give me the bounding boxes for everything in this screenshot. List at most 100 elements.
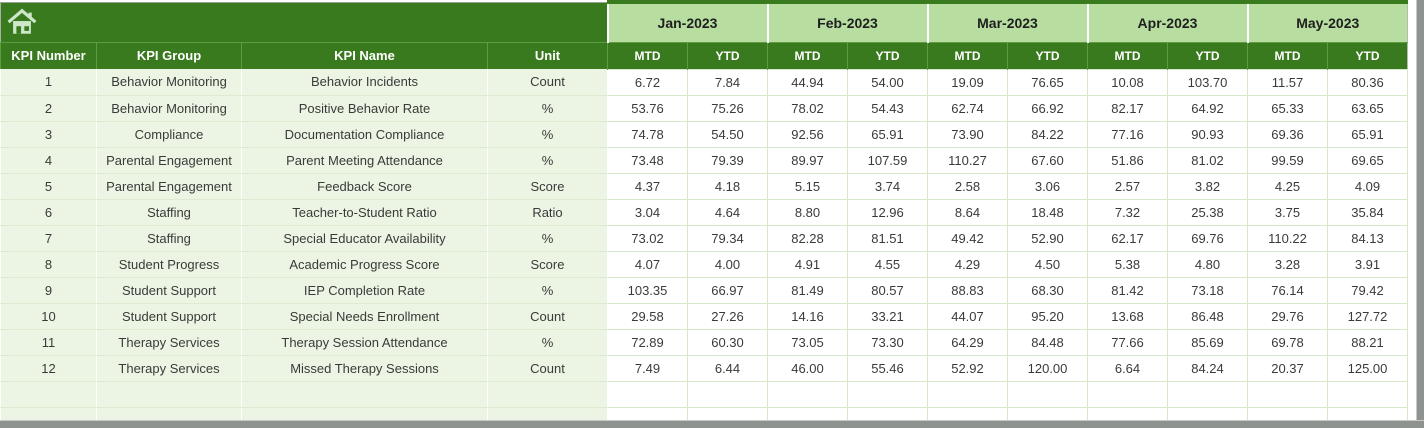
- value-cell-mar-2023-ytd[interactable]: 67.60: [1007, 146, 1088, 174]
- value-cell-feb-2023-ytd[interactable]: 55.46: [847, 354, 928, 382]
- value-cell-jan-2023-ytd[interactable]: 66.97: [687, 276, 768, 304]
- value-cell-apr-2023-mtd[interactable]: 51.86: [1087, 146, 1168, 174]
- value-cell-mar-2023-ytd[interactable]: 76.65: [1007, 68, 1088, 96]
- column-header-unit[interactable]: Unit: [487, 41, 608, 69]
- kpi-name-cell[interactable]: Missed Therapy Sessions: [241, 355, 488, 382]
- value-cell-mar-2023-ytd[interactable]: 52.90: [1007, 224, 1088, 252]
- value-cell-jan-2023-mtd[interactable]: 74.78: [607, 120, 688, 148]
- kpi-name-cell[interactable]: Special Educator Availability: [241, 225, 488, 252]
- period-header-feb-2023-mtd[interactable]: MTD: [767, 41, 848, 69]
- empty-label-cell[interactable]: [241, 381, 488, 408]
- value-cell-mar-2023-mtd[interactable]: 64.29: [927, 328, 1008, 356]
- value-cell-apr-2023-mtd[interactable]: 13.68: [1087, 302, 1168, 330]
- kpi-group-cell[interactable]: Behavior Monitoring: [96, 69, 242, 96]
- value-cell-jan-2023-mtd[interactable]: 29.58: [607, 302, 688, 330]
- kpi-number-cell[interactable]: 9: [0, 277, 97, 304]
- value-cell-feb-2023-mtd[interactable]: 44.94: [767, 68, 848, 96]
- value-cell-apr-2023-mtd[interactable]: 62.17: [1087, 224, 1168, 252]
- value-cell-may-2023-ytd[interactable]: 127.72: [1327, 302, 1408, 330]
- month-header-jan-2023[interactable]: Jan-2023: [606, 0, 768, 42]
- value-cell-feb-2023-mtd[interactable]: 81.49: [767, 276, 848, 304]
- value-cell-feb-2023-mtd[interactable]: 5.15: [767, 172, 848, 200]
- kpi-unit-cell[interactable]: %: [487, 329, 608, 356]
- value-cell-may-2023-mtd[interactable]: 11.57: [1247, 68, 1328, 96]
- value-cell-jan-2023-ytd[interactable]: 7.84: [687, 68, 768, 96]
- value-cell-mar-2023-mtd[interactable]: 110.27: [927, 146, 1008, 174]
- empty-value-cell[interactable]: [1167, 380, 1248, 408]
- value-cell-may-2023-mtd[interactable]: 110.22: [1247, 224, 1328, 252]
- value-cell-mar-2023-mtd[interactable]: 19.09: [927, 68, 1008, 96]
- period-header-apr-2023-mtd[interactable]: MTD: [1087, 41, 1168, 69]
- value-cell-mar-2023-ytd[interactable]: 66.92: [1007, 94, 1088, 122]
- value-cell-mar-2023-ytd[interactable]: 95.20: [1007, 302, 1088, 330]
- value-cell-jan-2023-mtd[interactable]: 103.35: [607, 276, 688, 304]
- value-cell-may-2023-ytd[interactable]: 84.13: [1327, 224, 1408, 252]
- value-cell-may-2023-ytd[interactable]: 79.42: [1327, 276, 1408, 304]
- value-cell-jan-2023-ytd[interactable]: 79.39: [687, 146, 768, 174]
- kpi-group-cell[interactable]: Therapy Services: [96, 355, 242, 382]
- value-cell-jan-2023-ytd[interactable]: 6.44: [687, 354, 768, 382]
- value-cell-jan-2023-ytd[interactable]: 4.00: [687, 250, 768, 278]
- value-cell-jan-2023-ytd[interactable]: 4.64: [687, 198, 768, 226]
- value-cell-apr-2023-ytd[interactable]: 25.38: [1167, 198, 1248, 226]
- value-cell-feb-2023-mtd[interactable]: 46.00: [767, 354, 848, 382]
- value-cell-jan-2023-ytd[interactable]: 4.18: [687, 172, 768, 200]
- kpi-name-cell[interactable]: Therapy Session Attendance: [241, 329, 488, 356]
- kpi-unit-cell[interactable]: %: [487, 277, 608, 304]
- value-cell-feb-2023-ytd[interactable]: 107.59: [847, 146, 928, 174]
- value-cell-jan-2023-ytd[interactable]: 27.26: [687, 302, 768, 330]
- kpi-number-cell[interactable]: 1: [0, 69, 97, 96]
- value-cell-jan-2023-ytd[interactable]: 79.34: [687, 224, 768, 252]
- value-cell-may-2023-ytd[interactable]: 65.91: [1327, 120, 1408, 148]
- kpi-unit-cell[interactable]: Ratio: [487, 199, 608, 226]
- value-cell-apr-2023-ytd[interactable]: 69.76: [1167, 224, 1248, 252]
- value-cell-may-2023-mtd[interactable]: 65.33: [1247, 94, 1328, 122]
- value-cell-feb-2023-ytd[interactable]: 80.57: [847, 276, 928, 304]
- period-header-mar-2023-mtd[interactable]: MTD: [927, 41, 1008, 69]
- kpi-group-cell[interactable]: Behavior Monitoring: [96, 95, 242, 122]
- value-cell-jan-2023-mtd[interactable]: 73.02: [607, 224, 688, 252]
- kpi-unit-cell[interactable]: Count: [487, 69, 608, 96]
- kpi-name-cell[interactable]: IEP Completion Rate: [241, 277, 488, 304]
- value-cell-feb-2023-mtd[interactable]: 14.16: [767, 302, 848, 330]
- column-header-kpi-name[interactable]: KPI Name: [241, 41, 488, 69]
- value-cell-mar-2023-mtd[interactable]: 44.07: [927, 302, 1008, 330]
- kpi-name-cell[interactable]: Feedback Score: [241, 173, 488, 200]
- empty-value-cell[interactable]: [847, 380, 928, 408]
- empty-label-cell[interactable]: [96, 381, 242, 408]
- kpi-unit-cell[interactable]: %: [487, 147, 608, 174]
- value-cell-jan-2023-mtd[interactable]: 7.49: [607, 354, 688, 382]
- value-cell-may-2023-mtd[interactable]: 69.36: [1247, 120, 1328, 148]
- value-cell-may-2023-ytd[interactable]: 35.84: [1327, 198, 1408, 226]
- value-cell-mar-2023-ytd[interactable]: 120.00: [1007, 354, 1088, 382]
- column-header-kpi-number[interactable]: KPI Number: [0, 41, 97, 69]
- kpi-unit-cell[interactable]: Score: [487, 173, 608, 200]
- value-cell-jan-2023-mtd[interactable]: 73.48: [607, 146, 688, 174]
- value-cell-feb-2023-ytd[interactable]: 65.91: [847, 120, 928, 148]
- kpi-name-cell[interactable]: Documentation Compliance: [241, 121, 488, 148]
- value-cell-apr-2023-mtd[interactable]: 77.16: [1087, 120, 1168, 148]
- value-cell-mar-2023-mtd[interactable]: 4.29: [927, 250, 1008, 278]
- kpi-number-cell[interactable]: 4: [0, 147, 97, 174]
- value-cell-feb-2023-ytd[interactable]: 4.55: [847, 250, 928, 278]
- value-cell-may-2023-ytd[interactable]: 63.65: [1327, 94, 1408, 122]
- value-cell-feb-2023-ytd[interactable]: 73.30: [847, 328, 928, 356]
- value-cell-mar-2023-mtd[interactable]: 8.64: [927, 198, 1008, 226]
- empty-value-cell[interactable]: [927, 380, 1008, 408]
- kpi-group-cell[interactable]: Student Progress: [96, 251, 242, 278]
- value-cell-mar-2023-mtd[interactable]: 73.90: [927, 120, 1008, 148]
- value-cell-may-2023-ytd[interactable]: 125.00: [1327, 354, 1408, 382]
- value-cell-feb-2023-mtd[interactable]: 8.80: [767, 198, 848, 226]
- value-cell-mar-2023-ytd[interactable]: 18.48: [1007, 198, 1088, 226]
- kpi-unit-cell[interactable]: Count: [487, 303, 608, 330]
- value-cell-apr-2023-mtd[interactable]: 10.08: [1087, 68, 1168, 96]
- value-cell-mar-2023-ytd[interactable]: 4.50: [1007, 250, 1088, 278]
- value-cell-feb-2023-ytd[interactable]: 33.21: [847, 302, 928, 330]
- value-cell-may-2023-mtd[interactable]: 4.25: [1247, 172, 1328, 200]
- value-cell-apr-2023-mtd[interactable]: 82.17: [1087, 94, 1168, 122]
- kpi-number-cell[interactable]: 3: [0, 121, 97, 148]
- kpi-number-cell[interactable]: 2: [0, 95, 97, 122]
- value-cell-apr-2023-ytd[interactable]: 4.80: [1167, 250, 1248, 278]
- empty-value-cell[interactable]: [1327, 380, 1408, 408]
- period-header-apr-2023-ytd[interactable]: YTD: [1167, 41, 1248, 69]
